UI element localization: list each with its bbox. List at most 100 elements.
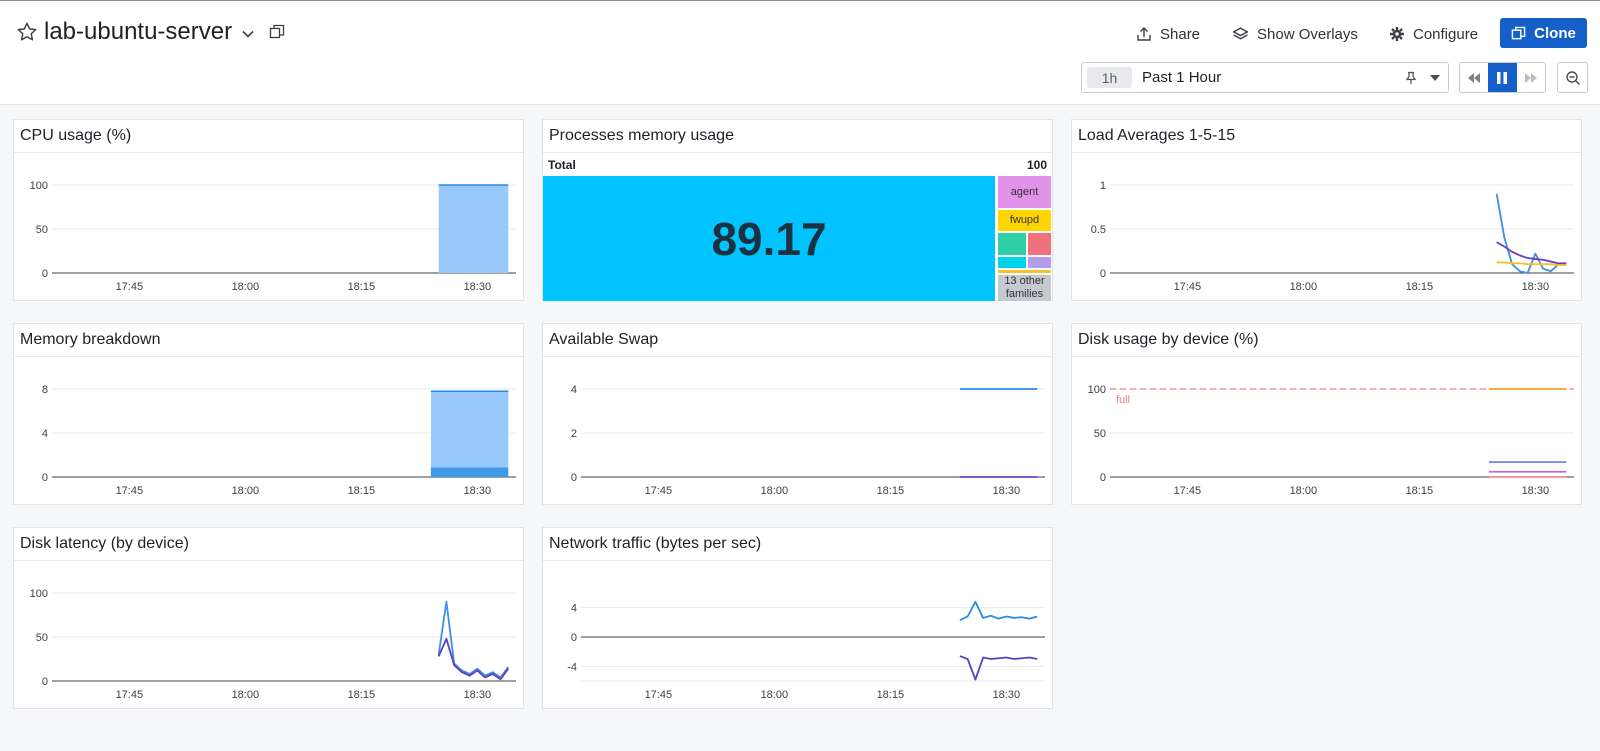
widget-title: Disk latency (by device) — [20, 535, 189, 552]
series-line — [1496, 241, 1567, 265]
y-tick-label: -4 — [567, 661, 577, 673]
layers-icon — [1232, 26, 1249, 39]
widget-processes-memory[interactable]: Processes memory usage Total 100 89.17 a… — [542, 119, 1053, 301]
share-button[interactable]: Share — [1136, 19, 1200, 49]
widget-cpu-usage[interactable]: CPU usage (%) 0 50 100 17:45 18:00 18:15 18:30 — [13, 119, 524, 301]
x-tick-label: 17:45 — [645, 485, 673, 497]
x-tick-label: 18:15 — [1406, 281, 1434, 293]
x-tick-label: 18:30 — [1522, 281, 1550, 293]
treemap-cell-agent[interactable]: agent — [998, 176, 1051, 208]
widget-load-averages[interactable]: Load Averages 1-5-15 0 0.5 1 17:45 18:00 18:1… — [1071, 119, 1582, 301]
series-line — [959, 655, 1038, 681]
x-tick-label: 18:00 — [1290, 485, 1318, 497]
y-tick-label: 50 — [36, 632, 48, 644]
x-tick-label: 17:45 — [1174, 485, 1202, 497]
treemap-cell-other-families[interactable]: 13 other families — [998, 275, 1051, 301]
series-line — [959, 600, 1038, 621]
widget-available-swap[interactable]: Available Swap 0 2 4 17:45 18:00 18:15 18:30 — [542, 323, 1053, 505]
series-area — [430, 468, 509, 477]
playback-controls — [1459, 62, 1546, 93]
configure-button[interactable]: Configure — [1389, 19, 1478, 49]
load-averages-chart: 0 0.5 1 17:45 18:00 18:15 18:30 — [1091, 180, 1574, 293]
y-tick-label: 50 — [1094, 428, 1106, 440]
treemap-cell[interactable] — [998, 270, 1051, 273]
y-tick-label: 100 — [1088, 384, 1106, 396]
y-tick-label: 0 — [42, 268, 48, 280]
widget-title: Available Swap — [549, 331, 659, 348]
fast-forward-button[interactable] — [1517, 63, 1545, 92]
dashboard-title: lab-ubuntu-server — [44, 18, 233, 45]
time-range-chip: 1h — [1087, 67, 1132, 88]
x-tick-label: 18:00 — [232, 485, 260, 497]
star-icon[interactable] — [16, 21, 38, 43]
widget-memory-breakdown[interactable]: Memory breakdown 0 4 8 17:45 18:00 18:15 18:30 — [13, 323, 524, 505]
x-tick-label: 17:45 — [116, 281, 144, 293]
treemap-cell[interactable] — [1028, 257, 1051, 268]
x-tick-label: 18:15 — [1406, 485, 1434, 497]
y-tick-label: 0 — [42, 676, 48, 688]
x-tick-label: 18:30 — [464, 689, 492, 701]
x-tick-label: 18:30 — [993, 689, 1021, 701]
x-tick-label: 17:45 — [645, 689, 673, 701]
configure-label: Configure — [1413, 25, 1479, 43]
time-range-selector[interactable]: 1h Past 1 Hour — [1081, 62, 1449, 93]
x-tick-label: 18:15 — [348, 485, 376, 497]
treemap-cell[interactable] — [1028, 233, 1051, 255]
copy-icon[interactable] — [269, 24, 285, 40]
y-tick-label: 4 — [571, 384, 577, 396]
treemap-cell[interactable] — [998, 257, 1026, 268]
y-tick-label: 0 — [42, 472, 48, 484]
caret-down-icon[interactable] — [1429, 74, 1441, 82]
rewind-icon — [1468, 72, 1481, 83]
pin-icon[interactable] — [1404, 71, 1418, 85]
treemap-cell[interactable] — [998, 233, 1026, 255]
series-area — [430, 391, 509, 477]
show-overlays-button[interactable]: Show Overlays — [1232, 19, 1358, 49]
chevron-down-icon[interactable] — [241, 27, 255, 41]
widget-title: CPU usage (%) — [20, 127, 132, 144]
pause-button[interactable] — [1488, 63, 1517, 92]
available-swap-chart: 0 2 4 17:45 18:00 18:15 18:30 — [571, 384, 1045, 497]
widget-disk-latency[interactable]: Disk latency (by device) 0 50 100 17:45 18:0… — [13, 527, 524, 709]
widget-title: Processes memory usage — [549, 127, 734, 144]
clone-label: Clone — [1534, 24, 1576, 42]
x-tick-label: 18:00 — [232, 689, 260, 701]
x-tick-label: 18:15 — [877, 485, 905, 497]
y-tick-label: 0 — [571, 632, 577, 644]
series-area — [438, 185, 509, 273]
y-tick-label: 0.5 — [1091, 224, 1106, 236]
series-line — [1495, 193, 1567, 274]
y-tick-label: 0 — [1100, 472, 1106, 484]
marker-label: full — [1116, 394, 1130, 406]
x-tick-label: 18:15 — [348, 689, 376, 701]
clone-button[interactable]: Clone — [1500, 18, 1587, 48]
y-tick-label: 0 — [1100, 268, 1106, 280]
treemap-main-cell[interactable]: 89.17 — [543, 176, 995, 301]
pause-icon — [1497, 71, 1508, 84]
x-tick-label: 18:15 — [348, 281, 376, 293]
x-tick-label: 18:00 — [761, 689, 789, 701]
widget-title: Disk usage by device (%) — [1078, 331, 1259, 348]
widget-disk-usage[interactable]: Disk usage by device (%) 0 50 100 17:45 18:0… — [1071, 323, 1582, 505]
disk-usage-chart: 0 50 100 17:45 18:00 18:15 18:30 full — [1088, 384, 1574, 497]
share-icon — [1137, 27, 1151, 41]
treemap-cell-fwupd[interactable]: fwupd — [998, 210, 1051, 231]
series-line — [437, 600, 509, 679]
treemap-total-value: 100 — [1026, 158, 1047, 172]
disk-latency-chart: 0 50 100 17:45 18:00 18:15 18:30 — [30, 588, 516, 701]
x-tick-label: 18:00 — [1290, 281, 1318, 293]
show-overlays-label: Show Overlays — [1257, 25, 1358, 43]
x-tick-label: 18:00 — [761, 485, 789, 497]
rewind-button[interactable] — [1460, 63, 1488, 92]
widget-title: Load Averages 1-5-15 — [1078, 127, 1236, 144]
x-tick-label: 18:30 — [1522, 485, 1550, 497]
series-line — [437, 637, 509, 681]
widget-network-traffic[interactable]: Network traffic (bytes per sec) -4 0 4 17:4… — [542, 527, 1053, 709]
y-tick-label: 4 — [42, 428, 48, 440]
network-traffic-chart: -4 0 4 17:45 18:00 18:15 18:30 — [567, 600, 1045, 701]
zoom-out-button[interactable] — [1557, 62, 1588, 93]
treemap-total-label: Total — [548, 158, 576, 172]
dashboard-header: lab-ubuntu-server Share Show Overlays Co… — [0, 1, 1600, 105]
y-tick-label: 4 — [571, 603, 577, 615]
y-tick-label: 100 — [30, 180, 48, 192]
